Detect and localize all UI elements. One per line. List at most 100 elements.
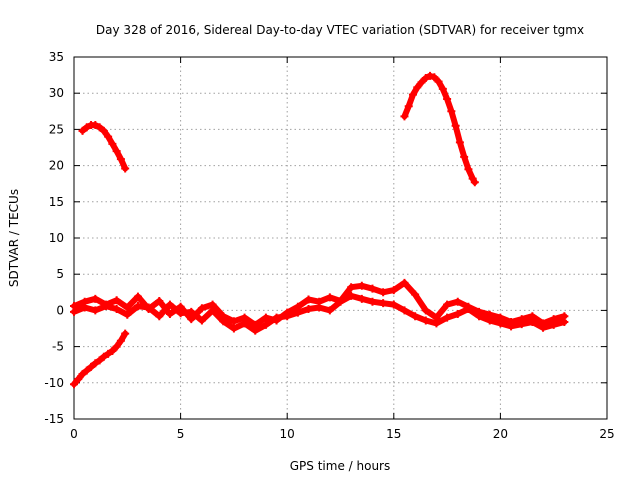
data-point <box>101 302 110 311</box>
data-point <box>87 362 96 371</box>
data-point <box>496 319 505 328</box>
data-point <box>443 94 452 103</box>
data-point <box>155 296 164 305</box>
data-point <box>197 304 206 313</box>
data-point <box>453 310 462 319</box>
data-point <box>272 313 281 322</box>
data-point <box>293 308 302 317</box>
data-point <box>121 164 130 173</box>
data-point <box>325 293 334 302</box>
y-tick-label: 5 <box>56 267 64 281</box>
data-point <box>74 375 83 384</box>
data-point <box>133 302 142 311</box>
data-point <box>108 346 117 355</box>
series-arc-3-high <box>400 71 479 187</box>
data-point <box>421 306 430 315</box>
data-point <box>99 352 108 361</box>
x-axis-label: GPS time / hours <box>290 459 391 473</box>
data-point <box>411 312 420 321</box>
data-point <box>108 139 117 148</box>
y-axis-label: SDTVAR / TECUs <box>7 189 21 287</box>
data-point <box>560 317 569 326</box>
y-tick-label: 20 <box>49 159 64 173</box>
data-point <box>426 71 435 80</box>
data-point <box>78 370 87 379</box>
data-point <box>470 178 479 187</box>
data-point <box>549 320 558 329</box>
data-point <box>176 309 185 318</box>
data-point <box>229 324 238 333</box>
x-tick-label: 5 <box>177 427 185 441</box>
axis-ticks: 0 5 10 15 20 25 -15 -10 -5 0 5 10 15 20 25 30 35 <box>44 50 614 441</box>
data-point <box>95 356 104 365</box>
data-point <box>261 320 270 329</box>
data-point <box>368 284 377 293</box>
data-point <box>91 306 100 315</box>
data-point <box>507 322 516 331</box>
data-point <box>82 123 91 132</box>
data-point <box>539 323 548 332</box>
data-point <box>379 299 388 308</box>
data-point <box>304 295 313 304</box>
data-point <box>197 316 206 325</box>
data-point <box>408 90 417 99</box>
x-tick-label: 15 <box>386 427 401 441</box>
y-tick-label: 15 <box>49 195 64 209</box>
data-point <box>389 300 398 309</box>
data-point <box>434 77 443 86</box>
data-point <box>464 165 473 174</box>
data-point <box>133 292 142 301</box>
data-point <box>155 312 164 321</box>
data-point <box>283 312 292 321</box>
series-band-b <box>70 291 569 335</box>
data-point <box>112 342 121 351</box>
data-point <box>453 297 462 306</box>
x-tick-label: 20 <box>493 427 508 441</box>
data-point <box>187 315 196 324</box>
data-point <box>123 310 132 319</box>
data-point <box>528 317 537 326</box>
y-tick-label: 0 <box>56 303 64 317</box>
y-tick-label: 25 <box>49 122 64 136</box>
data-point <box>70 307 78 316</box>
data-point <box>347 283 356 292</box>
data-point <box>421 73 430 82</box>
data-point <box>400 306 409 315</box>
data-point <box>400 278 409 287</box>
y-tick-label: 35 <box>49 50 64 64</box>
data-point <box>430 73 439 82</box>
data-point <box>455 138 464 147</box>
chart-title: Day 328 of 2016, Sidereal Day-to-day VTE… <box>96 23 584 37</box>
data-point <box>121 329 130 338</box>
data-point <box>357 294 366 303</box>
data-point <box>219 317 228 326</box>
data-point <box>417 78 426 87</box>
data-point <box>475 312 484 321</box>
data-point <box>112 296 121 305</box>
data-series <box>70 71 569 389</box>
data-point <box>165 300 174 309</box>
data-point <box>485 316 494 325</box>
data-point <box>400 112 409 121</box>
data-point <box>123 303 132 312</box>
data-point <box>447 107 456 116</box>
data-point <box>78 126 87 135</box>
data-point <box>112 147 121 156</box>
data-point <box>187 307 196 316</box>
data-point <box>240 319 249 328</box>
data-point <box>104 349 113 358</box>
data-point <box>443 313 452 322</box>
data-point <box>421 316 430 325</box>
data-point <box>82 366 91 375</box>
data-point <box>104 132 113 141</box>
data-point <box>229 317 238 326</box>
data-point <box>517 320 526 329</box>
data-point <box>95 123 104 132</box>
data-point <box>357 281 366 290</box>
data-point <box>91 294 100 303</box>
data-point <box>208 306 217 315</box>
data-point <box>347 291 356 300</box>
data-point <box>413 83 422 92</box>
y-tick-label: -10 <box>44 376 64 390</box>
data-point <box>261 313 270 322</box>
